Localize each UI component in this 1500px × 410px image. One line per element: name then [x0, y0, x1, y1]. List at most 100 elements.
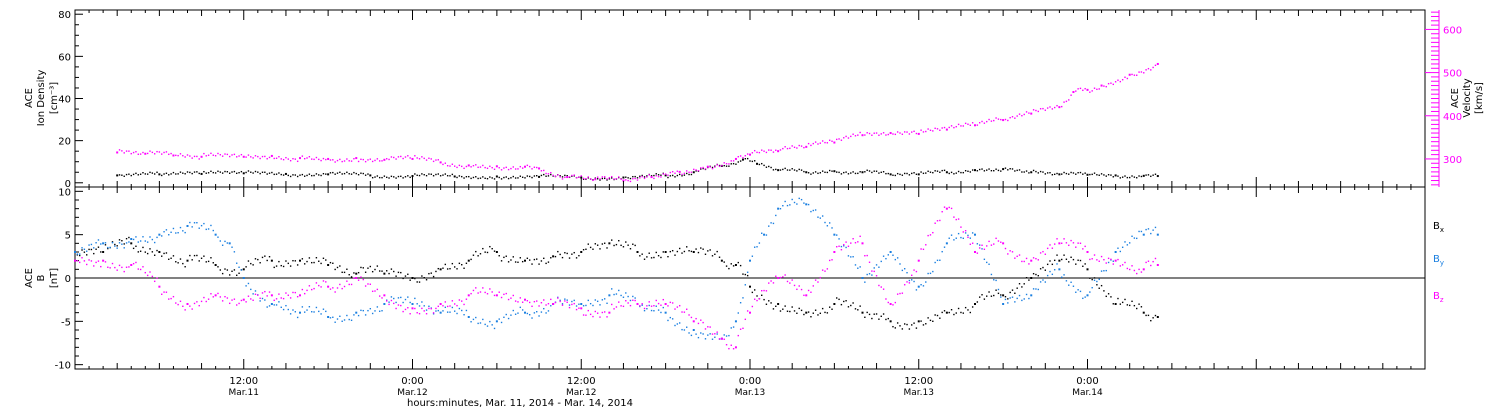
- data-sample: [252, 293, 254, 295]
- data-sample: [172, 255, 175, 257]
- data-sample: [868, 132, 871, 135]
- data-sample: [1128, 242, 1131, 244]
- data-sample: [378, 270, 381, 272]
- data-sample: [423, 174, 425, 176]
- data-point: [580, 307, 583, 310]
- data-sample: [1049, 244, 1051, 246]
- data-sample: [320, 174, 322, 177]
- data-sample: [1136, 74, 1138, 76]
- data-sample: [657, 255, 660, 257]
- data-sample: [615, 306, 618, 308]
- data-sample: [625, 292, 627, 294]
- data-point: [1142, 174, 1145, 177]
- data-sample: [533, 166, 536, 168]
- data-point: [734, 157, 737, 160]
- data-sample: [627, 244, 629, 246]
- data-sample: [901, 174, 904, 176]
- data-sample: [1009, 116, 1011, 119]
- data-sample: [782, 308, 784, 310]
- data-point: [228, 242, 231, 245]
- data-sample: [761, 294, 763, 296]
- x-tick-time-label: 0:00: [739, 376, 761, 387]
- data-sample: [667, 176, 669, 179]
- data-sample: [606, 316, 608, 318]
- data-sample: [1035, 257, 1037, 260]
- data-sample: [962, 171, 964, 174]
- data-sample: [442, 305, 444, 307]
- data-sample: [231, 270, 233, 272]
- data-sample: [854, 135, 857, 137]
- data-sample: [669, 301, 672, 304]
- data-sample: [261, 297, 264, 300]
- data-sample: [540, 174, 543, 177]
- data-sample: [925, 323, 927, 325]
- data-sample: [857, 241, 859, 243]
- data-sample: [484, 177, 486, 180]
- data-point: [741, 158, 744, 161]
- data-sample: [864, 255, 866, 257]
- data-point: [1030, 171, 1033, 174]
- data-point: [495, 175, 498, 178]
- data-sample: [824, 221, 826, 224]
- data-sample: [620, 178, 622, 180]
- data-sample: [95, 261, 97, 264]
- data-sample: [446, 268, 449, 270]
- bottom-panel-data: [74, 197, 1159, 350]
- data-sample: [1046, 263, 1049, 266]
- data-sample: [1079, 259, 1082, 262]
- data-sample: [793, 310, 796, 312]
- data-sample: [1032, 109, 1035, 111]
- data-sample: [369, 265, 372, 268]
- data-sample: [90, 248, 93, 251]
- data-sample: [353, 272, 355, 274]
- data-sample: [484, 323, 486, 326]
- data-sample: [981, 294, 983, 296]
- data-sample: [948, 206, 950, 209]
- data-sample: [995, 237, 997, 240]
- data-sample: [521, 260, 524, 263]
- data-sample: [676, 250, 679, 253]
- data-sample: [629, 248, 632, 250]
- data-sample: [268, 305, 271, 307]
- data-point: [805, 145, 808, 148]
- data-sample: [596, 178, 599, 180]
- data-sample: [812, 312, 814, 314]
- data-sample: [847, 137, 850, 139]
- data-sample: [393, 302, 395, 305]
- data-sample: [960, 236, 962, 239]
- data-sample: [1082, 297, 1084, 300]
- data-sample: [1131, 175, 1133, 177]
- data-sample: [744, 273, 747, 276]
- data-sample: [892, 325, 894, 328]
- data-sample: [564, 176, 566, 179]
- data-point: [130, 238, 133, 240]
- data-sample: [282, 297, 285, 300]
- data-sample: [761, 162, 763, 165]
- data-sample: [486, 325, 489, 327]
- data-sample: [871, 171, 873, 174]
- data-sample: [819, 312, 822, 315]
- data-sample: [343, 172, 346, 175]
- data-sample: [791, 279, 793, 281]
- data-point: [1128, 73, 1131, 76]
- data-sample: [170, 297, 172, 300]
- data-sample: [908, 328, 911, 330]
- data-sample: [843, 245, 845, 247]
- data-sample: [648, 301, 650, 303]
- data-sample: [538, 305, 540, 307]
- data-sample: [393, 176, 395, 178]
- data-sample: [423, 157, 425, 160]
- data-sample: [967, 170, 969, 172]
- data-sample: [334, 161, 336, 163]
- data-point: [664, 174, 667, 177]
- data-sample: [1098, 88, 1100, 90]
- data-sample: [892, 304, 894, 306]
- data-sample: [1004, 296, 1007, 298]
- data-sample: [753, 246, 756, 248]
- data-sample: [779, 208, 782, 210]
- data-sample: [151, 238, 154, 241]
- data-sample: [339, 283, 341, 286]
- legend-bz-main: B: [1433, 291, 1440, 302]
- data-sample: [533, 312, 536, 314]
- data-sample: [978, 247, 981, 249]
